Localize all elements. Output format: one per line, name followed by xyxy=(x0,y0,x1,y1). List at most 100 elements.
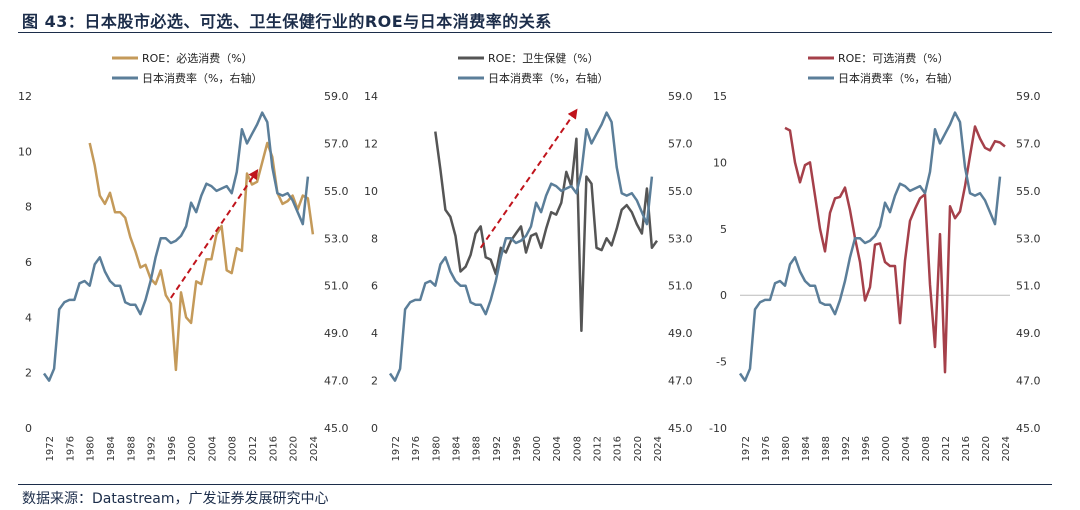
y-right-tick-label: 55.0 xyxy=(1016,185,1041,198)
chart-panel-right: -10 -5 0 5 10 15 45.0 47.0 49.0 51.0 53.0 55.0 57.0 5… xyxy=(709,51,1040,461)
x-tick-label: 1992 xyxy=(147,436,158,461)
x-tick-label: 1980 xyxy=(431,436,442,461)
y-right-tick-label: 47.0 xyxy=(1016,375,1041,388)
x-tick-label: 1972 xyxy=(45,436,56,461)
series-line-roe xyxy=(88,141,315,372)
legend-label: ROE：必选消费（%） xyxy=(142,51,253,65)
y-right-tick-label: 57.0 xyxy=(324,137,349,150)
y-right-tick-label: 51.0 xyxy=(324,280,349,293)
chart-panel-left: 0 2 4 6 8 10 12 45.0 47.0 49.0 51.0 53.0 55.0 57.0 59.… xyxy=(18,51,349,461)
x-tick-label: 2012 xyxy=(248,436,259,461)
x-tick-label: 2020 xyxy=(633,436,644,461)
y-right-tick-label: 45.0 xyxy=(668,422,693,435)
y-right-tick-label: 53.0 xyxy=(668,232,693,245)
x-tick-label: 1988 xyxy=(472,436,483,461)
y-right-tick-label: 49.0 xyxy=(324,327,349,340)
source-note: 数据来源：Datastream，广发证券发展研究中心 xyxy=(22,491,329,507)
trend-arrow xyxy=(479,108,578,249)
y-right-tick-label: 59.0 xyxy=(668,90,693,103)
x-tick-label: 2008 xyxy=(572,436,583,461)
y-left-tick-label: 8 xyxy=(371,232,378,245)
x-tick-label: 2020 xyxy=(981,436,992,461)
x-tick-label: 2008 xyxy=(228,436,239,461)
y-left-tick-label: 10 xyxy=(364,185,378,198)
y-right-tick-label: 59.0 xyxy=(1016,90,1041,103)
x-tick-label: 2016 xyxy=(961,436,972,461)
series-line-consumption-rate xyxy=(738,111,1002,382)
x-tick-label: 2016 xyxy=(268,436,279,461)
title-divider xyxy=(18,32,1052,33)
series-line-roe xyxy=(434,131,659,333)
x-tick-label: 1972 xyxy=(391,436,402,461)
legend-label: ROE：卫生保健（%） xyxy=(488,51,599,65)
x-tick-label: 1976 xyxy=(65,436,76,461)
y-right-tick-label: 51.0 xyxy=(1016,280,1041,293)
y-left-tick-label: -5 xyxy=(716,356,727,369)
x-tick-label: 1996 xyxy=(861,436,872,461)
x-tick-label: 2000 xyxy=(532,436,543,461)
series-line-roe xyxy=(784,125,1006,374)
legend-label: ROE：可选消费（%） xyxy=(838,51,949,65)
figure-header: 图 43：日本股市必选、可选、卫生保健行业的ROE与日本消费率的关系 xyxy=(0,0,1080,34)
trend-arrow xyxy=(170,169,259,299)
y-right-tick-label: 47.0 xyxy=(324,375,349,388)
x-tick-label: 2020 xyxy=(289,436,300,461)
x-tick-label: 2024 xyxy=(653,436,664,461)
y-left-tick-label: 6 xyxy=(25,256,32,269)
x-tick-label: 2004 xyxy=(207,436,218,461)
x-tick-label: 1992 xyxy=(492,436,503,461)
x-tick-label: 2024 xyxy=(1001,436,1012,461)
y-left-tick-label: 10 xyxy=(713,156,727,169)
y-left-tick-label: -10 xyxy=(709,422,727,435)
y-left-tick-label: 0 xyxy=(371,422,378,435)
x-tick-label: 1988 xyxy=(821,436,832,461)
x-tick-label: 2000 xyxy=(187,436,198,461)
y-left-tick-label: 10 xyxy=(18,145,32,158)
y-right-tick-label: 49.0 xyxy=(1016,327,1041,340)
x-tick-label: 1996 xyxy=(512,436,523,461)
y-right-tick-label: 59.0 xyxy=(324,90,349,103)
legend-label: 日本消费率（%，右轴） xyxy=(488,71,608,85)
y-left-tick-label: 12 xyxy=(18,90,32,103)
x-tick-label: 1976 xyxy=(411,436,422,461)
x-tick-label: 1972 xyxy=(741,436,752,461)
y-left-tick-label: 14 xyxy=(364,90,378,103)
y-right-tick-label: 45.0 xyxy=(1016,422,1041,435)
series-line-consumption-rate xyxy=(388,111,654,382)
y-left-tick-label: 8 xyxy=(25,201,32,214)
y-right-tick-label: 51.0 xyxy=(668,280,693,293)
y-left-tick-label: 15 xyxy=(713,90,727,103)
charts-area: 0 2 4 6 8 10 12 45.0 47.0 49.0 51.0 53.0 55.0 57.0 59.… xyxy=(0,36,1080,482)
y-left-tick-label: 0 xyxy=(25,422,32,435)
y-right-tick-label: 53.0 xyxy=(324,232,349,245)
y-right-tick-label: 57.0 xyxy=(668,137,693,150)
x-tick-label: 1976 xyxy=(761,436,772,461)
x-tick-label: 2004 xyxy=(552,436,563,461)
figure-title: 图 43：日本股市必选、可选、卫生保健行业的ROE与日本消费率的关系 xyxy=(22,12,552,31)
x-tick-label: 1992 xyxy=(841,436,852,461)
y-right-tick-label: 53.0 xyxy=(1016,232,1041,245)
y-right-tick-label: 49.0 xyxy=(668,327,693,340)
y-left-tick-label: 4 xyxy=(25,311,32,324)
chart-panel-middle: 0 2 4 6 8 10 12 14 45.0 47.0 49.0 51.0 53.0 55.0 57.0 5… xyxy=(364,51,693,461)
y-right-tick-label: 55.0 xyxy=(668,185,693,198)
x-tick-label: 1980 xyxy=(781,436,792,461)
x-tick-label: 2004 xyxy=(901,436,912,461)
x-tick-label: 1980 xyxy=(86,436,97,461)
x-tick-label: 1984 xyxy=(801,436,812,461)
x-tick-label: 2024 xyxy=(309,436,320,461)
x-tick-label: 1984 xyxy=(451,436,462,461)
y-left-tick-label: 2 xyxy=(371,375,378,388)
x-tick-label: 2000 xyxy=(881,436,892,461)
y-left-tick-label: 4 xyxy=(371,327,378,340)
x-tick-label: 1996 xyxy=(167,436,178,461)
y-left-tick-label: 6 xyxy=(371,280,378,293)
legend-label: 日本消费率（%，右轴） xyxy=(142,71,262,85)
charts-canvas: 0 2 4 6 8 10 12 45.0 47.0 49.0 51.0 53.0 55.0 57.0 59.… xyxy=(18,51,1041,461)
series-line-consumption-rate xyxy=(42,111,310,382)
x-tick-label: 2012 xyxy=(593,436,604,461)
legend-label: 日本消费率（%，右轴） xyxy=(838,71,958,85)
y-left-tick-label: 5 xyxy=(720,223,727,236)
y-right-tick-label: 45.0 xyxy=(324,422,349,435)
y-left-tick-label: 0 xyxy=(720,289,727,302)
